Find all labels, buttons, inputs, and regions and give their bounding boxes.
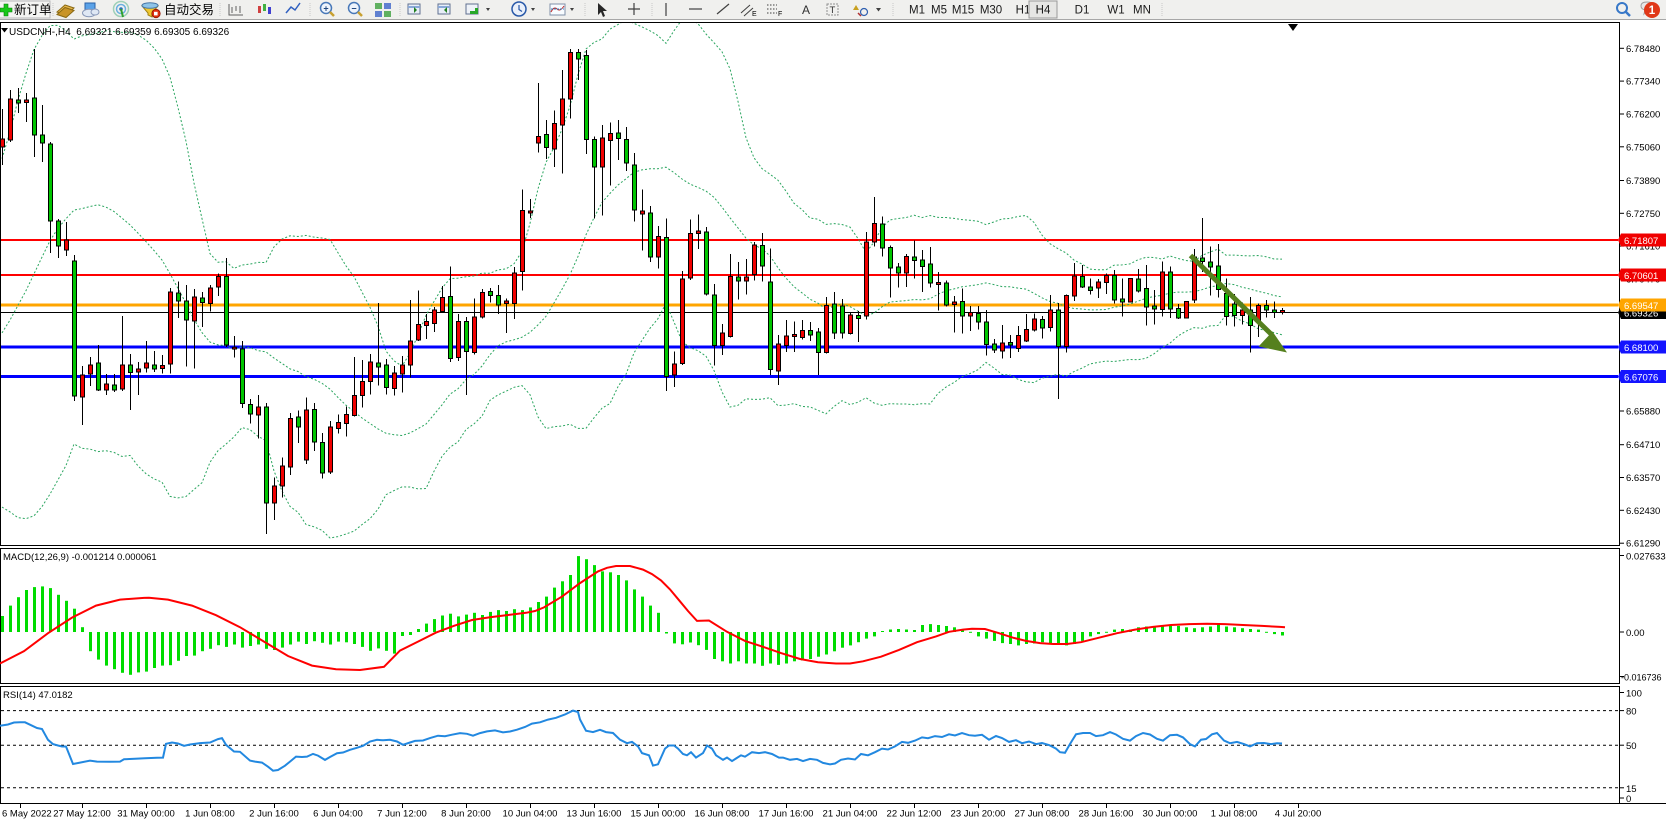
svg-text:USDCNH-,H4 6.69321 6.69359 6.: USDCNH-,H4 6.69321 6.69359 6.69305 6.693… (9, 27, 230, 38)
svg-text:6.72750: 6.72750 (1626, 209, 1660, 220)
svg-text:+: + (323, 4, 328, 14)
svg-text:RSI(14) 47.0182: RSI(14) 47.0182 (3, 690, 73, 701)
svg-text:6.67076: 6.67076 (1624, 373, 1658, 384)
svg-text:6.78480: 6.78480 (1626, 44, 1660, 55)
svg-text:1 Jul 08:00: 1 Jul 08:00 (1211, 809, 1257, 820)
svg-text:-0.016736: -0.016736 (1621, 673, 1662, 683)
svg-text:8 Jun 20:00: 8 Jun 20:00 (441, 809, 491, 820)
svg-text:D1: D1 (1075, 5, 1090, 17)
svg-text:6 Jun 04:00: 6 Jun 04:00 (313, 809, 363, 820)
svg-text:6.69326: 6.69326 (1624, 309, 1658, 320)
svg-text:6.65880: 6.65880 (1626, 407, 1660, 418)
svg-text:22 Jun 12:00: 22 Jun 12:00 (887, 809, 942, 820)
svg-text:30 Jun 00:00: 30 Jun 00:00 (1143, 809, 1198, 820)
svg-text:M1: M1 (909, 5, 925, 17)
svg-text:自动交易: 自动交易 (164, 2, 214, 17)
svg-text:0.027633: 0.027633 (1626, 552, 1666, 563)
svg-text:M30: M30 (980, 5, 1002, 17)
svg-text:13 Jun 16:00: 13 Jun 16:00 (567, 809, 622, 820)
svg-text:新订单: 新订单 (14, 2, 52, 17)
svg-text:27 May 12:00: 27 May 12:00 (53, 809, 111, 820)
svg-text:23 Jun 20:00: 23 Jun 20:00 (951, 809, 1006, 820)
svg-text:10 Jun 04:00: 10 Jun 04:00 (503, 809, 558, 820)
svg-text:4 Jul 20:00: 4 Jul 20:00 (1275, 809, 1321, 820)
svg-text:W1: W1 (1107, 5, 1124, 17)
svg-text:6.63570: 6.63570 (1626, 473, 1660, 484)
svg-text:E: E (752, 11, 757, 18)
svg-text:15 Jun 00:00: 15 Jun 00:00 (631, 809, 686, 820)
svg-text:H1: H1 (1016, 5, 1031, 17)
svg-text:27 Jun 08:00: 27 Jun 08:00 (1015, 809, 1070, 820)
svg-text:7 Jun 12:00: 7 Jun 12:00 (377, 809, 427, 820)
svg-text:28 Jun 16:00: 28 Jun 16:00 (1079, 809, 1134, 820)
svg-text:21 Jun 04:00: 21 Jun 04:00 (823, 809, 878, 820)
svg-text:17 Jun 16:00: 17 Jun 16:00 (759, 809, 814, 820)
svg-text:6.70601: 6.70601 (1624, 271, 1658, 282)
svg-text:H4: H4 (1036, 5, 1051, 17)
svg-text:M15: M15 (952, 5, 974, 17)
svg-text:6.62430: 6.62430 (1626, 506, 1660, 517)
svg-text:1 Jun 08:00: 1 Jun 08:00 (185, 809, 235, 820)
svg-text:0.00: 0.00 (1626, 628, 1645, 639)
svg-text:6.71807: 6.71807 (1624, 236, 1658, 247)
svg-text:1: 1 (1649, 5, 1656, 17)
svg-text:2 Jun 16:00: 2 Jun 16:00 (249, 809, 299, 820)
svg-text:F: F (778, 11, 782, 18)
svg-text:0: 0 (1626, 794, 1631, 805)
svg-text:50: 50 (1626, 741, 1637, 752)
svg-text:6.69547: 6.69547 (1624, 301, 1658, 312)
svg-text:MN: MN (1133, 5, 1151, 17)
svg-text:6.75060: 6.75060 (1626, 142, 1660, 153)
svg-text:M5: M5 (931, 5, 947, 17)
svg-text:6.71610: 6.71610 (1626, 242, 1660, 253)
svg-text:6.68100: 6.68100 (1624, 343, 1658, 354)
svg-text:T: T (830, 5, 836, 16)
svg-text:6.73890: 6.73890 (1626, 176, 1660, 187)
svg-text:100: 100 (1626, 689, 1642, 700)
svg-text:15: 15 (1626, 784, 1637, 795)
svg-text:6.64710: 6.64710 (1626, 440, 1660, 451)
svg-text:−: − (351, 4, 356, 14)
svg-text:6 May 2022: 6 May 2022 (2, 809, 52, 820)
svg-text:6.77340: 6.77340 (1626, 77, 1660, 88)
svg-text:16 Jun 08:00: 16 Jun 08:00 (695, 809, 750, 820)
svg-text:6.76200: 6.76200 (1626, 110, 1660, 121)
svg-text:MACD(12,26,9) -0.001214 0.0000: MACD(12,26,9) -0.001214 0.000061 (3, 552, 157, 563)
svg-text:80: 80 (1626, 707, 1637, 718)
svg-text:31 May 00:00: 31 May 00:00 (117, 809, 175, 820)
svg-text:A: A (802, 3, 810, 17)
svg-text:6.61290: 6.61290 (1626, 539, 1660, 550)
